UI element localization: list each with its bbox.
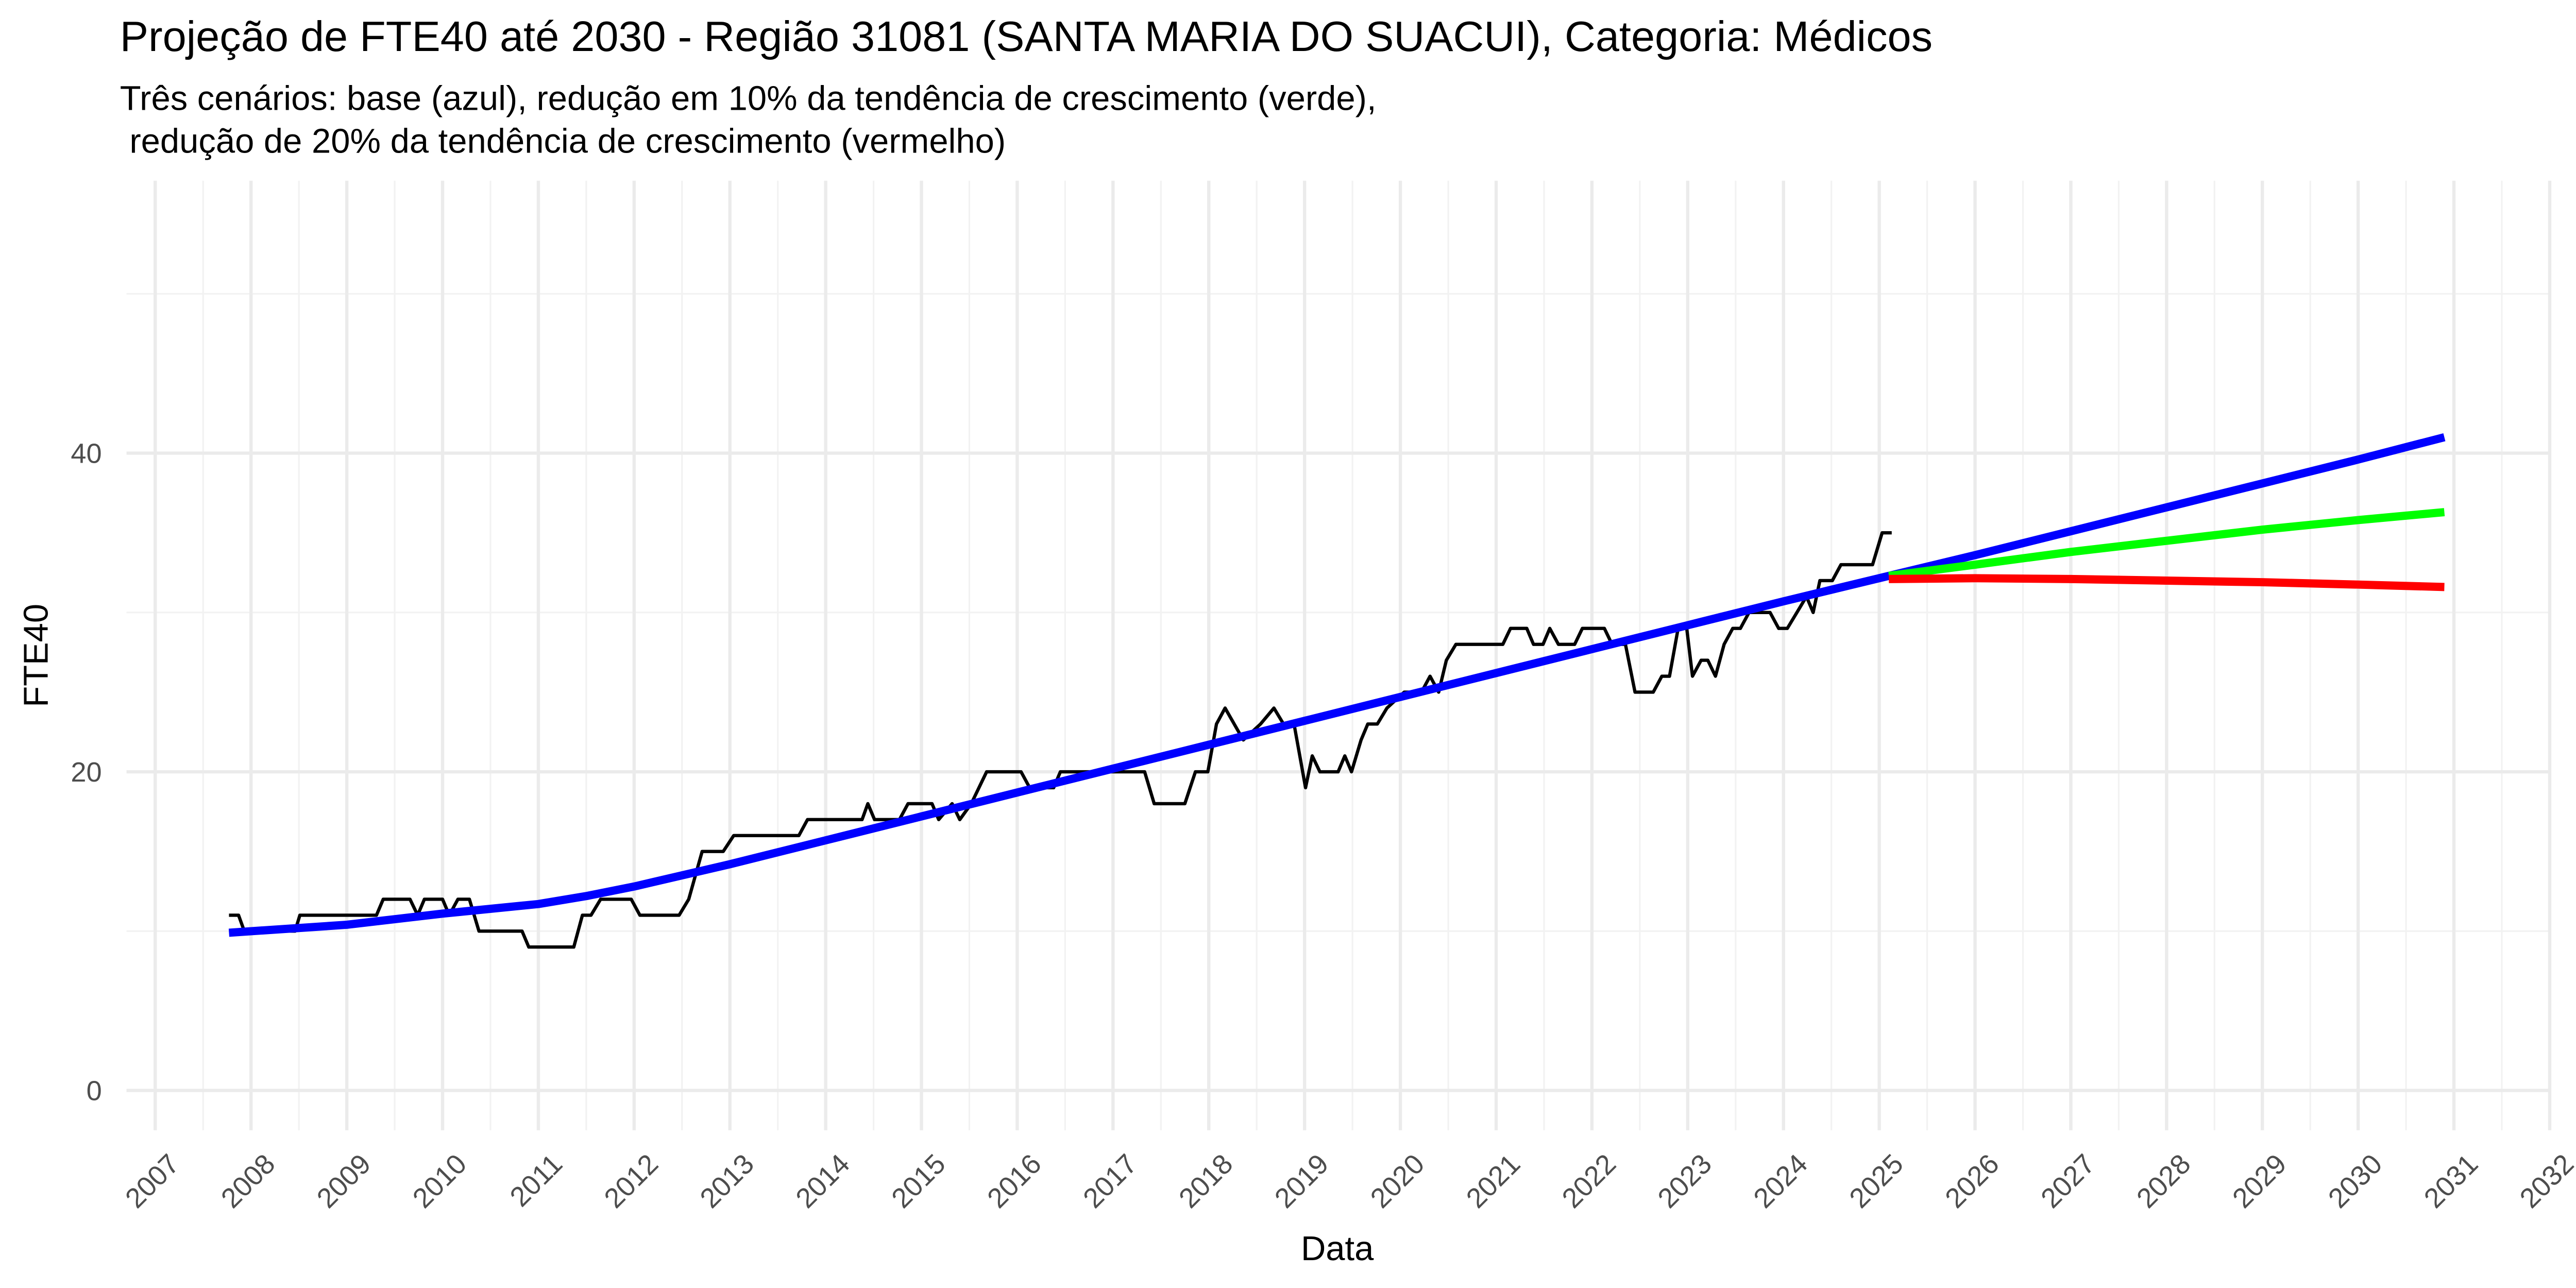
chart-title: Projeção de FTE40 até 2030 - Região 3108…	[120, 12, 1933, 60]
x-axis-label: Data	[1301, 1229, 1374, 1268]
y-axis-label: FTE40	[16, 604, 55, 707]
series-line	[1889, 574, 2445, 591]
series-line	[228, 433, 2446, 937]
chart-subtitle: redução de 20% da tendência de crescimen…	[120, 122, 1006, 161]
grid	[126, 180, 2552, 1130]
plot-area	[228, 433, 2446, 949]
y-tick-label: 20	[71, 757, 101, 788]
chart-subtitle: Três cenários: base (azul), redução em 1…	[120, 79, 1377, 118]
series-line	[1888, 508, 2445, 580]
y-tick-label: 40	[71, 438, 101, 469]
y-tick-label: 0	[87, 1076, 102, 1107]
